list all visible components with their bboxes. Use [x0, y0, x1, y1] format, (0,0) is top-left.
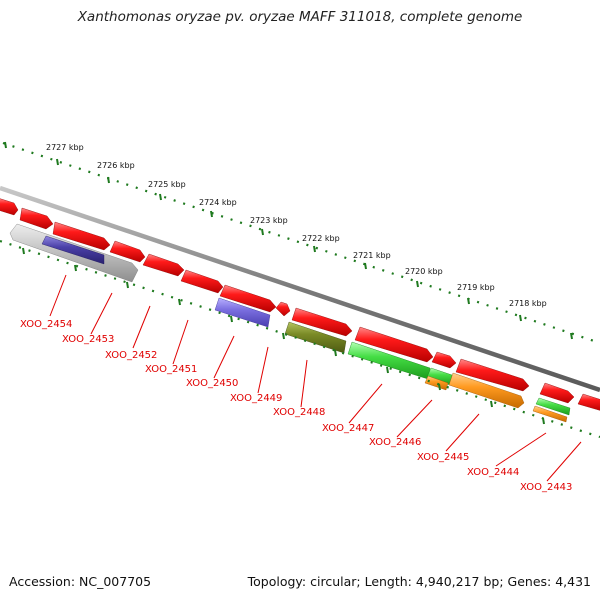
gene-feature-blue [214, 297, 271, 328]
gene-feature-red [291, 307, 353, 337]
gene-feature-red [19, 207, 54, 230]
gene-label-xoo-2443: XOO_2443 [520, 482, 572, 493]
scale-label-2722: 2722 kbp [302, 234, 340, 243]
scale-label-2720: 2720 kbp [405, 267, 443, 276]
gene-label-xoo-2449: XOO_2449 [230, 393, 282, 404]
gene-feature-red [577, 393, 600, 411]
accession-label: Accession: NC_007705 [9, 574, 152, 589]
scale-label-2725: 2725 kbp [148, 180, 186, 189]
gene-label-xoo-2454: XOO_2454 [20, 319, 72, 330]
forward-strand-genes [0, 198, 600, 411]
genome-backbone [0, 185, 600, 393]
gene-feature-red [109, 240, 146, 263]
gene-feature-red [219, 284, 277, 313]
gene-feature-red [180, 269, 224, 294]
scale-label-2721: 2721 kbp [353, 251, 391, 260]
gene-label-xoo-2453: XOO_2453 [62, 334, 114, 345]
gene-feature-red [539, 382, 575, 404]
gene-feature-navy [41, 235, 105, 265]
gene-label-xoo-2452: XOO_2452 [105, 350, 157, 361]
map-title: Xanthomonas oryzae pv. oryzae MAFF 31101… [77, 9, 523, 25]
gene-label-xoo-2450: XOO_2450 [186, 378, 238, 389]
scale-label-2719: 2719 kbp [457, 283, 495, 292]
scale-label-2726: 2726 kbp [97, 161, 135, 170]
scale-label-2727: 2727 kbp [46, 143, 84, 152]
gene-feature-red [431, 351, 457, 369]
gene-feature-red [275, 301, 291, 317]
scale-label-2723: 2723 kbp [250, 216, 288, 225]
genome-summary: Topology: circular; Length: 4,940,217 bp… [247, 574, 591, 589]
gene-label-xoo-2451: XOO_2451 [145, 364, 197, 375]
gene-feature-red [354, 326, 434, 363]
gene-feature-orange [448, 372, 525, 409]
outer-scale-ticks [4, 141, 573, 340]
gene-feature-green [535, 397, 571, 416]
second-track-genes [9, 223, 571, 423]
gene-feature-red [52, 221, 111, 251]
scale-label-2718: 2718 kbp [509, 299, 547, 308]
gene-feature-orange [424, 375, 449, 391]
gene-label-xoo-2447: XOO_2447 [322, 423, 374, 434]
scale-label-2724: 2724 kbp [199, 198, 237, 207]
gene-label-xoo-2448: XOO_2448 [273, 407, 325, 418]
gene-feature-red [455, 358, 530, 392]
gene-label-xoo-2445: XOO_2445 [417, 452, 469, 463]
gene-label-xoo-2444: XOO_2444 [467, 467, 519, 478]
gene-feature-orange [532, 405, 568, 423]
gene-label-xoo-2446: XOO_2446 [369, 437, 421, 448]
gene-leader-lines [49, 274, 582, 482]
gene-feature-red [142, 253, 185, 277]
gene-feature-red [0, 198, 19, 216]
inner-scale-ticks [22, 247, 545, 425]
